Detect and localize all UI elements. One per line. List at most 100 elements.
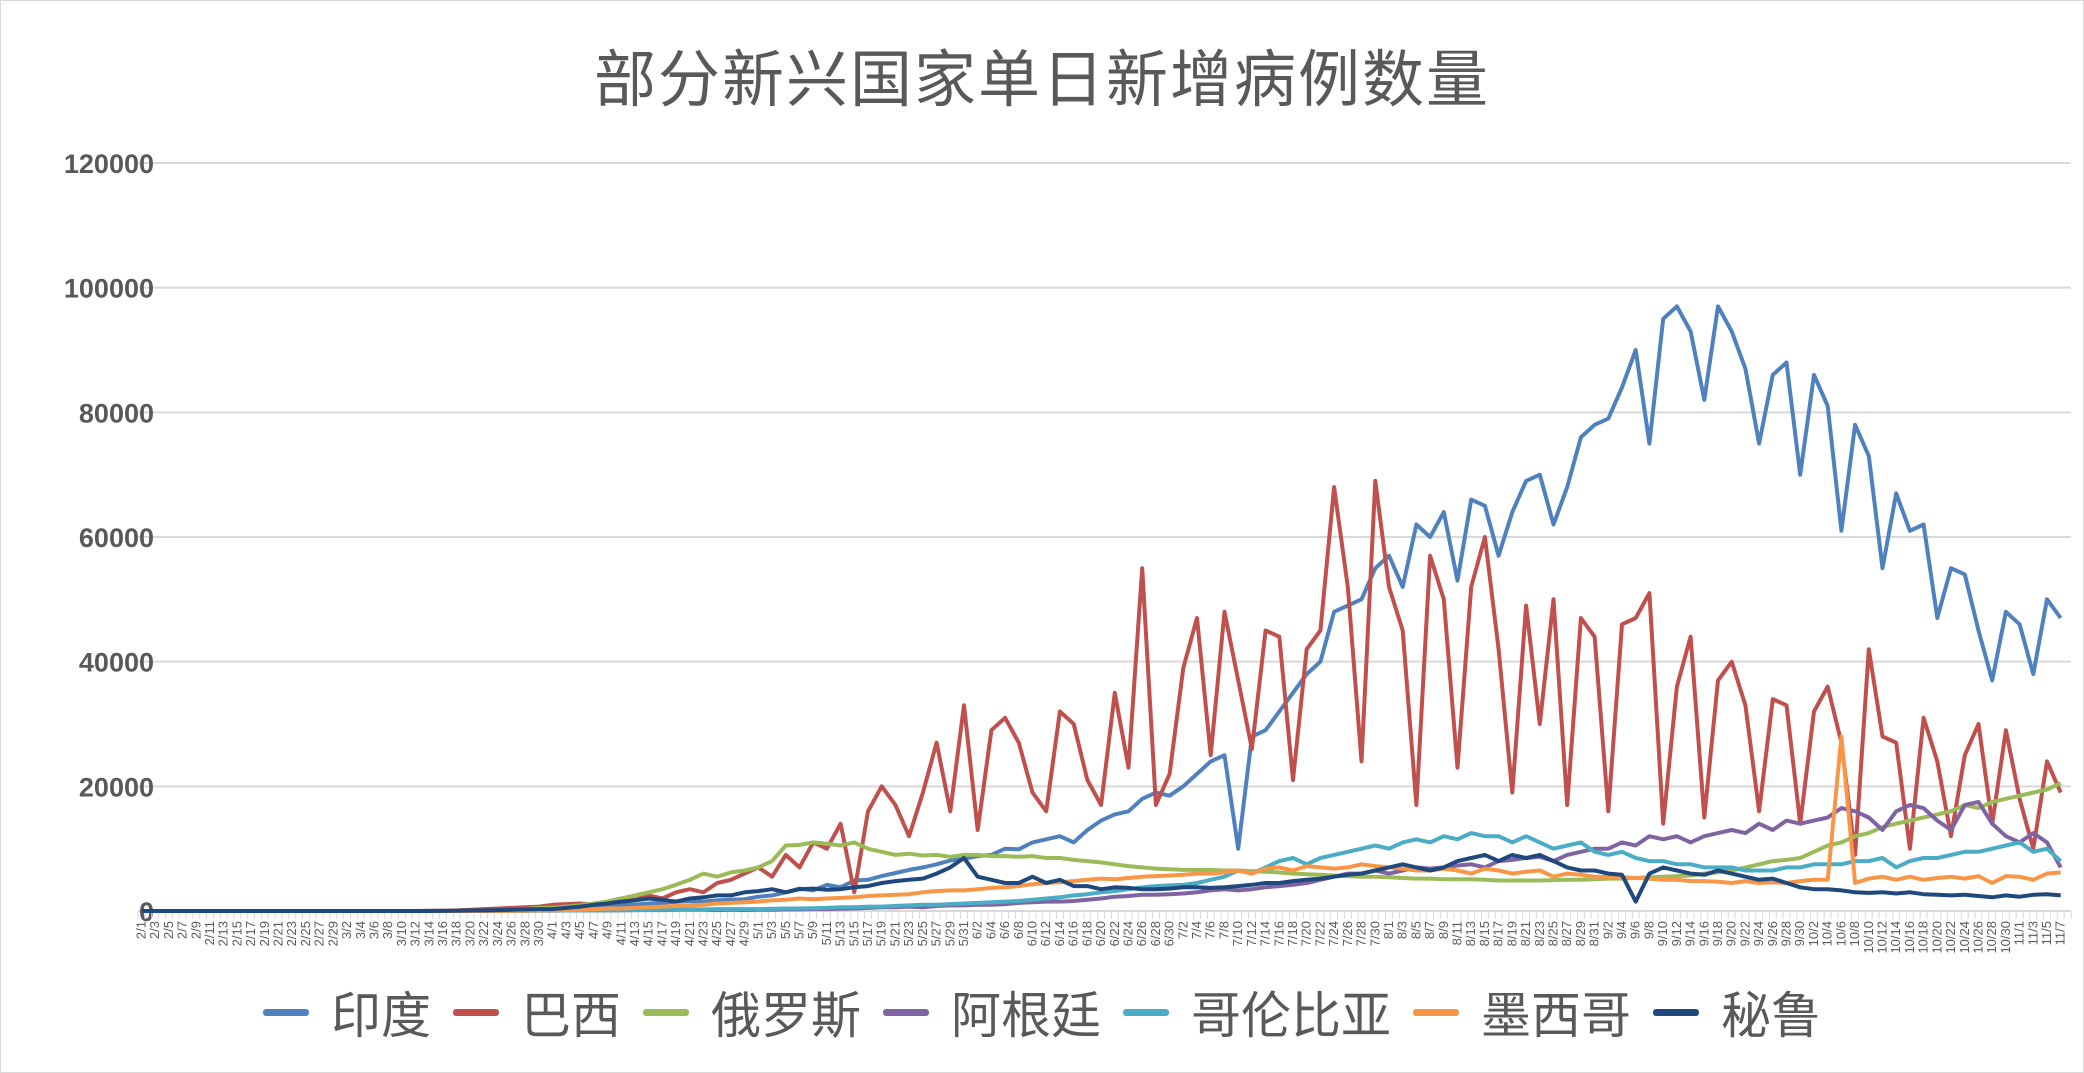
x-tick-label: 6/16 <box>1066 921 1081 946</box>
x-tick-label: 3/12 <box>408 921 423 946</box>
x-tick-label: 10/4 <box>1820 921 1835 946</box>
x-tick-label: 3/26 <box>504 921 519 946</box>
x-tick-label: 9/30 <box>1792 921 1807 946</box>
x-tick-label: 2/27 <box>312 921 327 946</box>
y-tick-label: 20000 <box>79 772 154 802</box>
x-tick-label: 10/16 <box>1902 921 1917 954</box>
legend-item: 俄罗斯 <box>643 976 861 1048</box>
legend-label: 俄罗斯 <box>711 987 861 1045</box>
y-tick-label: 100000 <box>64 274 154 304</box>
x-tick-label: 8/21 <box>1518 921 1533 946</box>
legend-item: 墨西哥 <box>1413 976 1631 1048</box>
x-tick-label: 5/27 <box>929 921 944 946</box>
x-tick-label: 8/15 <box>1477 921 1492 946</box>
x-tick-label: 2/17 <box>243 921 258 946</box>
x-tick-label: 7/20 <box>1299 921 1314 946</box>
x-tick-label: 5/7 <box>791 921 806 939</box>
x-tick-label: 11/7 <box>2053 921 2068 945</box>
x-tick-label: 3/14 <box>421 921 436 946</box>
x-tick-label: 7/24 <box>1326 921 1341 946</box>
x-tick-label: 9/14 <box>1683 921 1698 946</box>
x-tick-label: 2/5 <box>161 921 176 939</box>
legend-label: 阿根廷 <box>951 987 1101 1045</box>
x-tick-label: 2/3 <box>147 921 162 939</box>
x-tick-label: 4/7 <box>586 921 601 939</box>
x-tick-label: 7/22 <box>1312 921 1327 946</box>
x-tick-label: 8/27 <box>1559 921 1574 946</box>
x-tick-label: 6/26 <box>1134 921 1149 946</box>
x-tick-label: 4/17 <box>654 921 669 946</box>
x-tick-label: 2/1 <box>133 921 148 939</box>
legend: 印度 巴西 俄罗斯 阿根廷 哥伦比亚 墨西哥 秘鲁 <box>1 976 2083 1048</box>
x-tick-label: 9/10 <box>1655 921 1670 946</box>
series-line-0 <box>141 304 2063 913</box>
x-tick-label: 8/29 <box>1573 921 1588 946</box>
x-tick-label: 9/2 <box>1600 921 1615 939</box>
x-tick-label: 4/29 <box>737 921 752 946</box>
x-tick-label: 3/30 <box>531 921 546 946</box>
x-tick-label: 5/21 <box>887 921 902 946</box>
x-tick-label: 11/1 <box>2012 921 2027 945</box>
legend-label: 墨西哥 <box>1481 987 1631 1045</box>
x-tick-label: 8/13 <box>1463 921 1478 946</box>
x-tick-label: 9/12 <box>1669 921 1684 946</box>
x-tick-label: 2/19 <box>257 921 272 946</box>
y-tick-label: 120000 <box>64 149 154 179</box>
x-tick-label: 2/13 <box>216 921 231 946</box>
x-tick-label: 7/28 <box>1354 921 1369 946</box>
y-tick-label: 60000 <box>79 523 154 553</box>
x-tick-label: 3/28 <box>517 921 532 946</box>
x-tick-label: 11/5 <box>2039 921 2054 945</box>
x-tick-label: 6/2 <box>970 921 985 939</box>
x-tick-label: 3/2 <box>339 921 354 939</box>
x-tick-label: 9/22 <box>1737 921 1752 946</box>
legend-swatch <box>1123 1008 1169 1016</box>
x-tick-label: 4/21 <box>682 921 697 946</box>
x-tick-label: 5/29 <box>942 921 957 946</box>
x-tick-label: 9/16 <box>1696 921 1711 946</box>
x-tick-label: 2/15 <box>229 921 244 946</box>
x-tick-label: 5/17 <box>860 921 875 946</box>
x-tick-label: 7/8 <box>1216 921 1231 939</box>
y-tick-label: 40000 <box>79 648 154 678</box>
x-tick-label: 6/28 <box>1148 921 1163 946</box>
x-tick-label: 4/27 <box>723 921 738 946</box>
x-tick-label: 3/8 <box>380 921 395 939</box>
x-tick-label: 4/9 <box>600 921 615 939</box>
x-tick-label: 6/22 <box>1107 921 1122 946</box>
legend-swatch <box>453 1008 499 1016</box>
x-tick-label: 2/9 <box>188 921 203 939</box>
x-tick-label: 10/2 <box>1806 921 1821 946</box>
x-tick-label: 5/25 <box>915 921 930 946</box>
legend-item: 印度 <box>263 976 431 1048</box>
x-tick-label: 9/8 <box>1641 921 1656 939</box>
x-tick-label: 10/26 <box>1970 921 1985 954</box>
x-tick-label: 2/11 <box>202 921 217 945</box>
x-tick-label: 7/16 <box>1271 921 1286 946</box>
x-tick-label: 6/4 <box>983 921 998 939</box>
x-tick-label: 4/25 <box>709 921 724 946</box>
x-tick-label: 5/23 <box>901 921 916 946</box>
x-tick-label: 7/10 <box>1230 921 1245 946</box>
legend-swatch <box>1653 1008 1699 1016</box>
x-tick-label: 8/3 <box>1395 921 1410 939</box>
x-tick-label: 2/29 <box>325 921 340 946</box>
x-tick-label: 2/25 <box>298 921 313 946</box>
x-tick-label: 7/6 <box>1203 921 1218 939</box>
x-tick-label: 4/15 <box>641 921 656 946</box>
series-line-5 <box>141 734 2061 913</box>
x-tick-label: 4/11 <box>613 921 628 945</box>
x-tick-label: 10/30 <box>1998 921 2013 954</box>
x-tick-label: 7/14 <box>1258 921 1273 946</box>
legend-label: 印度 <box>331 987 431 1045</box>
x-tick-label: 8/11 <box>1450 921 1465 945</box>
x-tick-label: 10/12 <box>1874 921 1889 954</box>
x-tick-label: 8/25 <box>1545 921 1560 946</box>
x-tick-label: 6/14 <box>1052 921 1067 946</box>
x-tick-label: 10/6 <box>1833 921 1848 946</box>
x-tick-label: 9/4 <box>1614 921 1629 939</box>
x-tick-label: 10/24 <box>1957 921 1972 954</box>
x-tick-label: 6/12 <box>1038 921 1053 946</box>
x-tick-label: 11/3 <box>2025 921 2040 945</box>
